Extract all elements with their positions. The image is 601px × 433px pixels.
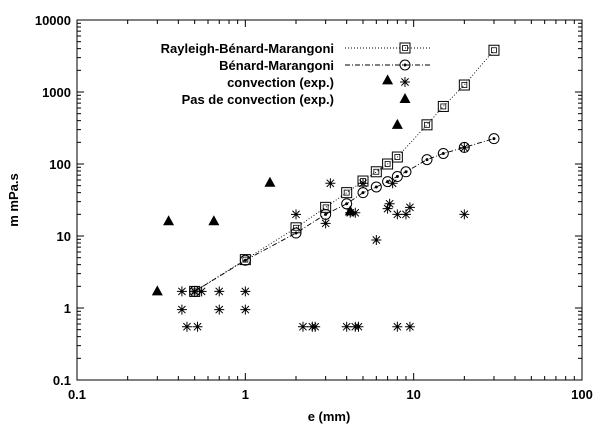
data-point [163, 215, 175, 226]
legend-label: Pas de convection (exp.) [182, 92, 334, 107]
data-point [264, 176, 276, 187]
data-point [310, 321, 321, 332]
data-point [384, 198, 395, 209]
axis-ticks [76, 19, 583, 381]
data-point [357, 187, 369, 199]
data-point [214, 304, 225, 315]
data-point [391, 151, 403, 163]
data-point [214, 286, 225, 297]
data-point [344, 205, 356, 216]
data-point [400, 166, 412, 178]
series-line-1 [194, 138, 495, 292]
x-tick-label: 10 [406, 387, 420, 402]
y-tick-label: 10 [57, 229, 71, 244]
data-point [404, 321, 415, 332]
y-tick-label: 1 [64, 301, 71, 316]
data-point [239, 254, 251, 266]
x-tick-label: 0.1 [68, 387, 86, 402]
data-point [181, 321, 192, 332]
y-axis-label: m mPa.s [6, 173, 21, 226]
data-point [240, 304, 251, 315]
data-point [437, 100, 449, 112]
data-point [176, 304, 187, 315]
data-point [382, 158, 394, 170]
series-markers [151, 44, 500, 332]
data-point [458, 79, 470, 91]
data-point [189, 286, 200, 297]
x-axis-label: e (mm) [308, 409, 351, 424]
data-point [320, 208, 332, 220]
data-point [382, 74, 394, 85]
data-point [459, 209, 470, 220]
data-point [370, 166, 382, 178]
x-tick-label: 1 [242, 387, 249, 402]
data-point [291, 209, 302, 220]
data-point [240, 286, 251, 297]
data-point [391, 171, 403, 183]
data-point [421, 119, 433, 131]
data-point [350, 207, 361, 218]
data-point [353, 321, 364, 332]
y-tick-labels: 0.1 1 10 100 1000 10000 [35, 13, 71, 388]
data-point [192, 321, 203, 332]
data-point [371, 234, 382, 245]
data-point [400, 209, 411, 220]
data-point [196, 286, 207, 297]
data-point [421, 154, 433, 166]
data-point [392, 209, 403, 220]
data-point [357, 178, 368, 189]
data-point [488, 44, 500, 56]
data-point [325, 178, 336, 189]
legend-label: Rayleigh-Bénard-Marangoni [161, 41, 334, 56]
data-point [208, 215, 220, 226]
plot-frame [76, 19, 583, 381]
data-point [437, 147, 449, 159]
legend-marker [400, 77, 410, 87]
data-point [341, 187, 353, 199]
x-tick-label: 100 [571, 387, 593, 402]
data-point [341, 198, 353, 210]
data-point [370, 181, 382, 193]
data-point [151, 285, 163, 296]
data-point [290, 227, 302, 239]
data-point [459, 142, 470, 153]
legend-marker [399, 93, 411, 103]
y-tick-label: 100 [49, 157, 71, 172]
data-point [404, 202, 415, 213]
data-point [341, 321, 352, 332]
data-point [382, 203, 393, 214]
data-point [320, 218, 331, 229]
data-point [176, 286, 187, 297]
data-point [320, 201, 332, 213]
legend-label: convection (exp.) [227, 75, 334, 90]
legend-marker [399, 59, 411, 71]
data-point [488, 133, 500, 145]
y-tick-label: 1000 [42, 85, 71, 100]
y-tick-label: 0.1 [53, 373, 71, 388]
data-point [387, 178, 398, 189]
x-tick-labels: 0.1 1 10 100 [68, 387, 593, 402]
data-point [391, 118, 403, 129]
legend: Rayleigh-Bénard-Marangoni Bénard-Marangon… [161, 41, 430, 107]
data-point [392, 321, 403, 332]
legend-marker [399, 42, 411, 54]
data-point [297, 321, 308, 332]
legend-label: Bénard-Marangoni [219, 58, 334, 73]
y-tick-label: 10000 [35, 13, 71, 28]
